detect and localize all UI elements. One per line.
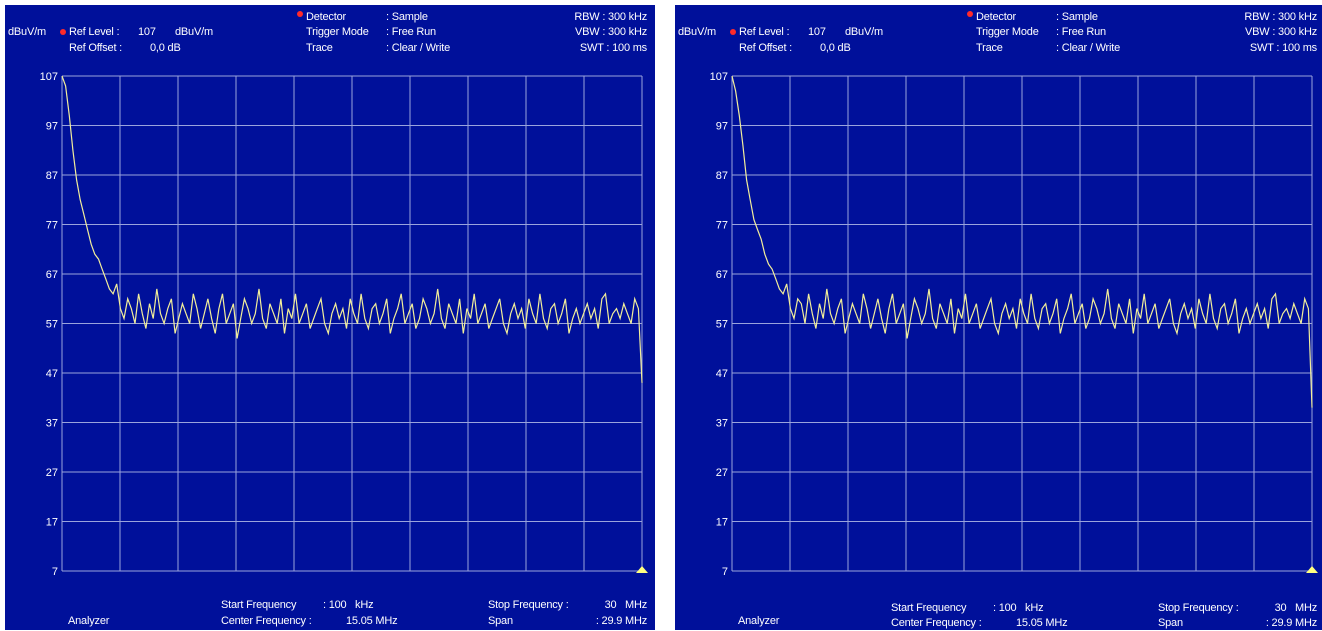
spectrum-analyzer-panel-left: dBuV/m Ref Level : 107 dBuV/m Ref Offset… — [5, 5, 655, 630]
center-frequency-label: Center Frequency : — [221, 615, 312, 627]
detector-value: : Sample — [1056, 11, 1098, 23]
span-label: Span — [488, 615, 513, 627]
span-label: Span — [1158, 617, 1183, 629]
spectrum-plot: 107 97 87 77 67 57 47 37 27 17 7 — [40, 71, 648, 578]
ref-level-marker-icon — [730, 29, 736, 35]
trigger-mode-value: : Free Run — [386, 26, 436, 38]
y-tick-label: 47 — [46, 368, 58, 380]
y-tick-label: 17 — [46, 517, 58, 529]
spectrum-trace-line — [731, 75, 1313, 408]
vbw-readout: VBW : 300 kHz — [1245, 26, 1317, 38]
y-tick-label: 47 — [716, 368, 728, 380]
y-tick-label: 57 — [716, 319, 728, 331]
start-frequency-label: Start Frequency — [891, 602, 967, 614]
span-value: : 29.9 MHz — [595, 615, 647, 627]
y-tick-label: 17 — [716, 517, 728, 529]
ref-offset-label: Ref Offset : — [69, 42, 123, 54]
detector-marker-icon — [297, 11, 303, 17]
trigger-mode-label: Trigger Mode — [976, 26, 1039, 38]
y-tick-label: 37 — [46, 418, 58, 430]
stop-frequency-label: Stop Frequency : — [1158, 602, 1239, 614]
vbw-readout: VBW : 300 kHz — [575, 26, 647, 38]
detector-value: : Sample — [386, 11, 428, 23]
ref-level-unit: dBuV/m — [845, 26, 883, 38]
y-tick-label: 77 — [46, 220, 58, 232]
y-tick-label: 107 — [40, 71, 58, 83]
ref-offset-value: 0,0 dB — [820, 42, 851, 54]
detector-label: Detector — [306, 11, 346, 23]
stop-frequency-value: 30 MHz — [1274, 602, 1318, 614]
analyzer-label: Analyzer — [68, 615, 110, 627]
center-frequency-value: 15.05 MHz — [346, 615, 398, 627]
start-frequency-value: : 100 kHz — [993, 602, 1044, 614]
ref-offset-label: Ref Offset : — [739, 42, 793, 54]
trace-value: : Clear / Write — [1056, 42, 1121, 54]
analyzer-label: Analyzer — [738, 615, 780, 627]
detector-marker-icon — [967, 11, 973, 17]
trigger-mode-value: : Free Run — [1056, 26, 1106, 38]
y-tick-label: 27 — [46, 467, 58, 479]
center-frequency-label: Center Frequency : — [891, 617, 982, 629]
y-tick-label: 67 — [716, 269, 728, 281]
trace-label: Trace — [976, 42, 1003, 54]
marker-triangle-icon — [1306, 566, 1318, 573]
rbw-readout: RBW : 300 kHz — [1244, 11, 1317, 23]
y-tick-label: 77 — [716, 220, 728, 232]
ref-level-label: Ref Level : — [739, 26, 790, 38]
ref-offset-value: 0,0 dB — [150, 42, 181, 54]
y-tick-label: 7 — [722, 566, 728, 578]
ref-level-value: 107 — [808, 26, 826, 38]
stop-frequency-value: 30 MHz — [604, 599, 648, 611]
center-frequency-value: 15.05 MHz — [1016, 617, 1068, 629]
ref-level-marker-icon — [60, 29, 66, 35]
y-tick-label: 57 — [46, 319, 58, 331]
unit-label: dBuV/m — [678, 26, 716, 38]
trigger-mode-label: Trigger Mode — [306, 26, 369, 38]
y-tick-label: 67 — [46, 269, 58, 281]
start-frequency-value: : 100 kHz — [323, 599, 374, 611]
trace-value: : Clear / Write — [386, 42, 451, 54]
ref-level-label: Ref Level : — [69, 26, 120, 38]
rbw-readout: RBW : 300 kHz — [574, 11, 647, 23]
unit-label: dBuV/m — [8, 26, 46, 38]
ref-level-unit: dBuV/m — [175, 26, 213, 38]
ref-level-value: 107 — [138, 26, 156, 38]
trace-label: Trace — [306, 42, 333, 54]
y-tick-label: 37 — [716, 418, 728, 430]
y-tick-label: 87 — [46, 170, 58, 182]
y-tick-label: 27 — [716, 467, 728, 479]
y-tick-label: 107 — [710, 71, 728, 83]
spectrum-trace-line — [61, 75, 643, 383]
marker-triangle-icon — [636, 566, 648, 573]
y-tick-label: 97 — [716, 121, 728, 133]
start-frequency-label: Start Frequency — [221, 599, 297, 611]
stop-frequency-label: Stop Frequency : — [488, 599, 569, 611]
y-tick-label: 87 — [716, 170, 728, 182]
detector-label: Detector — [976, 11, 1016, 23]
y-tick-label: 97 — [46, 121, 58, 133]
swt-readout: SWT : 100 ms — [1249, 42, 1317, 54]
span-value: : 29.9 MHz — [1265, 617, 1317, 629]
swt-readout: SWT : 100 ms — [579, 42, 647, 54]
y-tick-label: 7 — [52, 566, 58, 578]
spectrum-analyzer-panel-right: dBuV/m Ref Level : 107 dBuV/m Ref Offset… — [675, 5, 1322, 630]
spectrum-plot: 107 97 87 77 67 57 47 37 27 17 7 — [710, 71, 1318, 578]
